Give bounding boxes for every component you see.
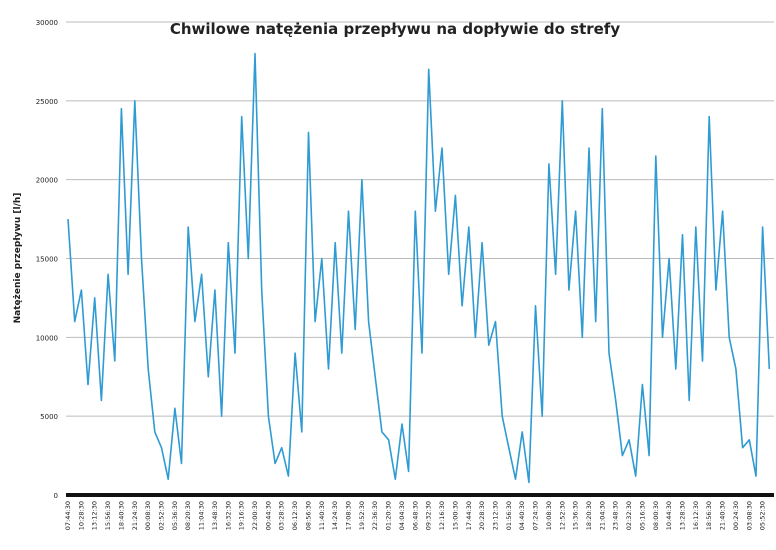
x-tick-label: 03:28:30: [278, 501, 286, 530]
x-tick-label: 08:00:30: [652, 501, 660, 530]
x-tick-label: 22:36:30: [371, 501, 379, 530]
x-tick-label: 15:00:30: [451, 501, 459, 530]
x-tick-label: 01:56:30: [505, 501, 513, 530]
x-tick-label: 23:12:30: [491, 501, 499, 530]
x-tick-label: 00:44:30: [264, 501, 272, 530]
x-tick-label: 04:04:30: [398, 501, 406, 530]
x-tick-label: 05:52:30: [759, 501, 767, 530]
x-tick-label: 00:24:30: [732, 501, 740, 530]
x-tick-label: 03:08:30: [745, 501, 753, 530]
x-tick-label: 06:12:30: [291, 501, 299, 530]
x-tick-label: 06:48:30: [411, 501, 419, 530]
y-tick-label: 5000: [40, 413, 58, 421]
x-tick-label: 11:40:30: [318, 501, 326, 530]
x-tick-label: 21:40:30: [719, 501, 727, 530]
x-tick-label: 13:28:30: [678, 501, 686, 530]
x-tick-label: 15:36:30: [572, 501, 580, 530]
x-tick-label: 02:52:30: [158, 501, 166, 530]
y-tick-label: 0: [54, 492, 58, 500]
x-tick-label: 05:16:30: [638, 501, 646, 530]
x-tick-label: 17:08:30: [345, 501, 353, 530]
x-tick-label: 13:48:30: [211, 501, 219, 530]
x-tick-label: 15:56:30: [104, 501, 112, 530]
x-tick-label: 01:20:30: [385, 501, 393, 530]
x-tick-label: 21:24:30: [131, 501, 139, 530]
y-axis-label: Natężenie przepływu [l/h]: [13, 193, 23, 324]
x-tick-label: 00:08:30: [144, 501, 152, 530]
x-tick-label: 20:28:30: [478, 501, 486, 530]
x-tick-label: 23:48:30: [612, 501, 620, 530]
y-tick-label: 15000: [36, 256, 58, 264]
x-tick-label: 13:12:30: [91, 501, 99, 530]
x-tick-label: 21:04:30: [598, 501, 606, 530]
x-tick-label: 16:32:30: [224, 501, 232, 530]
x-tick-label: 08:20:30: [184, 501, 192, 530]
y-tick-label: 10000: [36, 334, 58, 342]
x-tick-label: 07:44:30: [64, 501, 72, 530]
x-tick-label: 22:00:30: [251, 501, 259, 530]
x-tick-label: 17:44:30: [465, 501, 473, 530]
x-tick-label: 02:32:30: [625, 501, 633, 530]
data-line: [67, 52, 771, 484]
chart-title: Chwilowe natężenia przepływu na dopływie…: [170, 20, 620, 38]
x-tick-label: 12:52:30: [558, 501, 566, 530]
x-tick-label: 04:40:30: [518, 501, 526, 530]
x-tick-label: 10:28:30: [77, 501, 85, 530]
x-tick-label: 18:20:30: [585, 501, 593, 530]
x-tick-label: 19:16:30: [238, 501, 246, 530]
x-tick-label: 16:12:30: [692, 501, 700, 530]
y-tick-label: 30000: [36, 19, 58, 27]
x-tick-label: 18:56:30: [705, 501, 713, 530]
x-tick-label: 11:04:30: [198, 501, 206, 530]
x-tick-label: 12:16:30: [438, 501, 446, 530]
y-tick-label: 25000: [36, 98, 58, 106]
x-tick-label: 08:56:30: [304, 501, 312, 530]
x-tick-label: 09:32:30: [425, 501, 433, 530]
x-tick-label: 14:24:30: [331, 501, 339, 530]
x-tick-label: 05:36:30: [171, 501, 179, 530]
x-tick-label: 10:44:30: [665, 501, 673, 530]
x-tick-label: 18:40:30: [117, 501, 125, 530]
x-tick-label: 19:52:30: [358, 501, 366, 530]
y-tick-label: 20000: [36, 177, 58, 185]
x-tick-label: 07:24:30: [532, 501, 540, 530]
x-tick-label: 10:08:30: [545, 501, 553, 530]
